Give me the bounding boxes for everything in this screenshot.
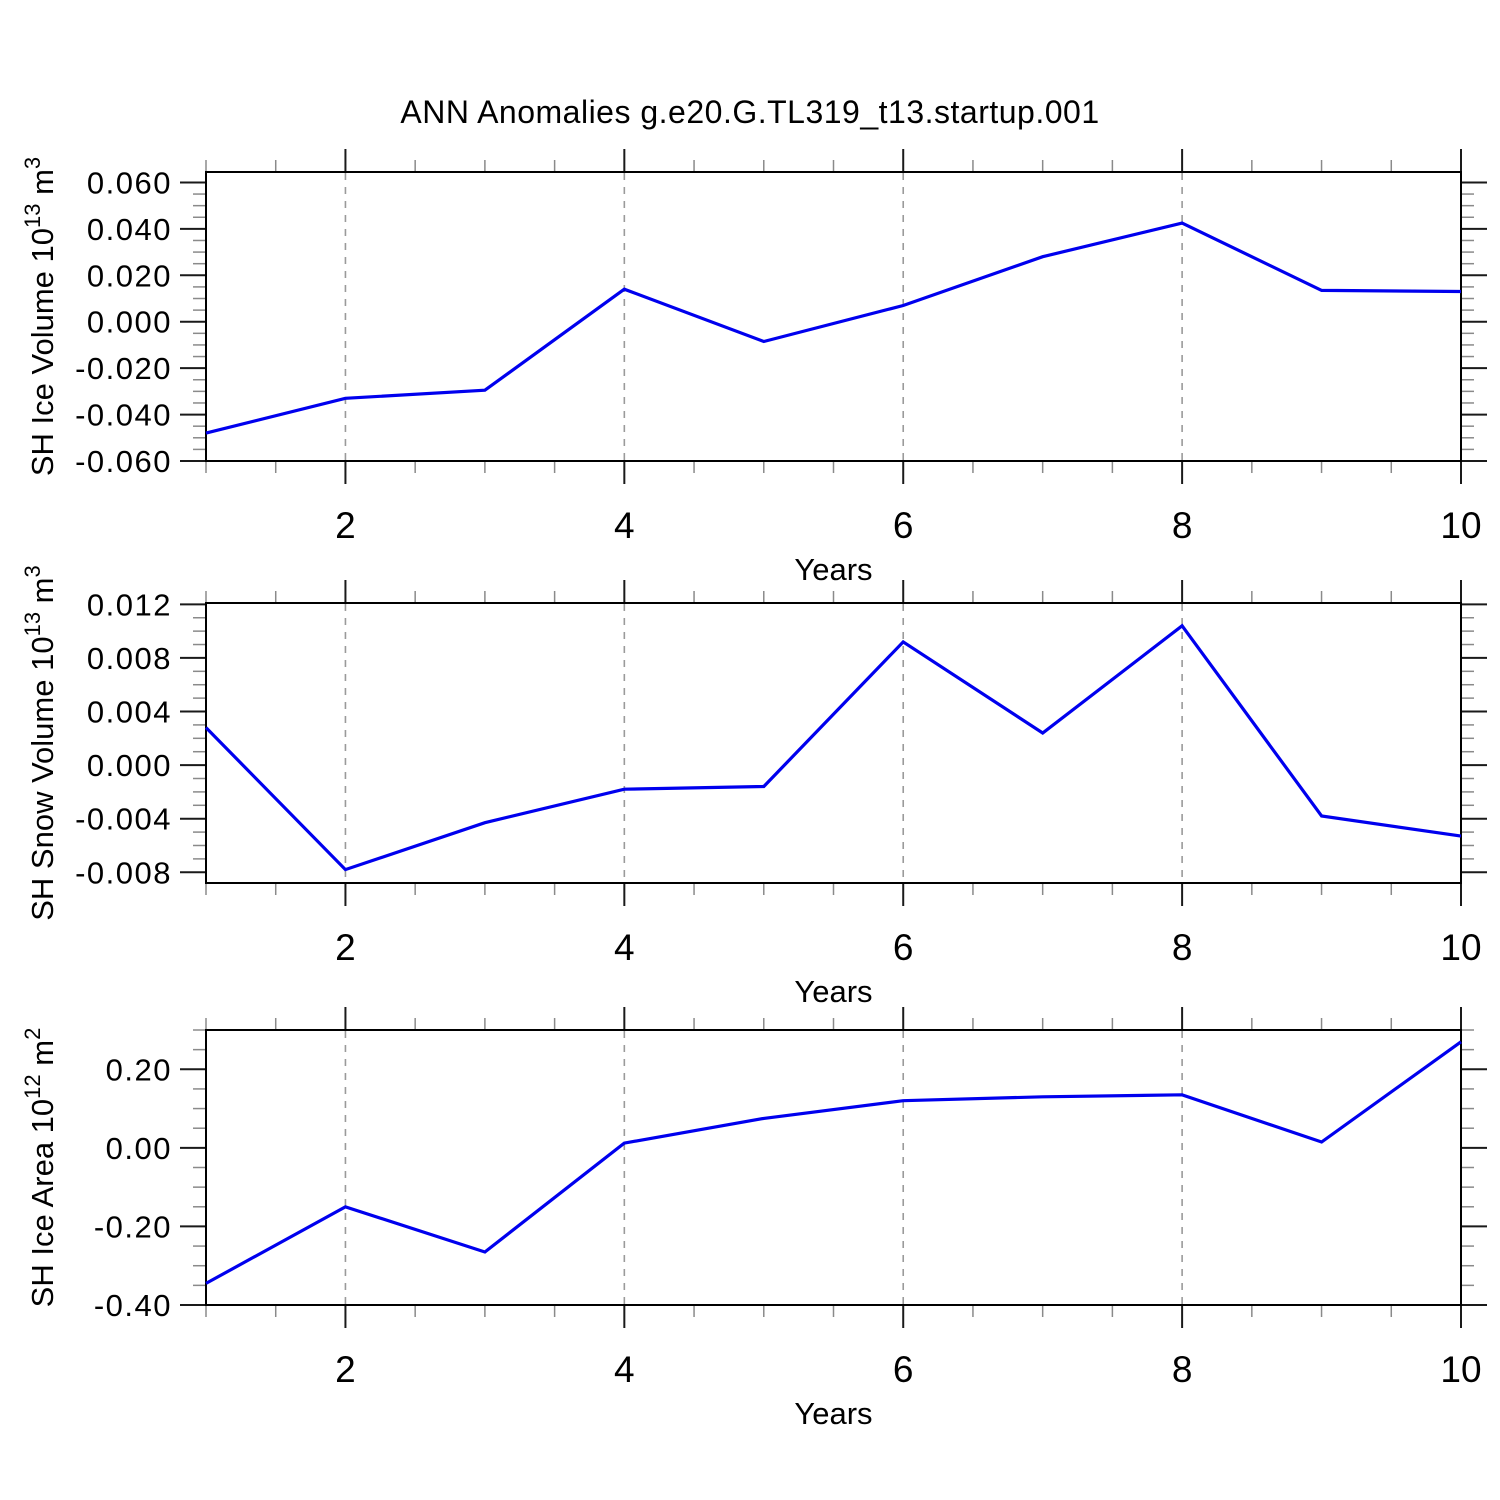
x-tick-label: 6	[893, 505, 914, 546]
x-tick-label: 6	[893, 1349, 914, 1390]
y-tick-label: -0.040	[75, 398, 172, 433]
panel-1: 0.060 0.040 0.020 0.000 -0.020 -0.040 -0.060 2 4…	[20, 149, 1487, 587]
x-tick-label: 6	[893, 927, 914, 968]
x-tick-label: 8	[1172, 1349, 1193, 1390]
y-tick-label: 0.040	[87, 212, 172, 247]
x-tick-label: 4	[614, 505, 635, 546]
x-tick-label: 8	[1172, 927, 1193, 968]
plot-frame	[205, 602, 1462, 884]
x-tick-label: 2	[335, 1349, 356, 1390]
y-tick-label: -0.20	[94, 1209, 172, 1244]
x-tick-label: 10	[1440, 505, 1481, 546]
x-axis-title: Years	[794, 552, 872, 587]
y-tick-label: -0.40	[94, 1288, 172, 1323]
x-tick-label: 10	[1440, 1349, 1481, 1390]
y-axis-title: SH Ice Volume 1013 m3	[20, 157, 60, 476]
series-line	[205, 1040, 1462, 1285]
series-line	[205, 221, 1462, 435]
y-tick-label: -0.008	[75, 855, 172, 890]
x-tick-label: 4	[614, 1349, 635, 1390]
y-tick-label: 0.012	[87, 587, 172, 622]
panel-2: 0.012 0.008 0.004 0.000 -0.004 -0.008 2 4 6 8 10 Ye…	[20, 565, 1487, 1009]
chart-title: ANN Anomalies g.e20.G.TL319_t13.startup.…	[400, 94, 1100, 130]
y-tick-label: 0.060	[87, 165, 172, 200]
plot-frame	[205, 1029, 1462, 1306]
y-tick-label: 0.008	[87, 641, 172, 676]
y-tick-label: 0.000	[87, 305, 172, 340]
x-tick-label: 10	[1440, 927, 1481, 968]
x-tick-label: 4	[614, 927, 635, 968]
y-axis-title: SH Snow Volume 1013 m3	[20, 565, 60, 921]
y-axis-title: SH Ice Area 1012 m2	[20, 1028, 60, 1308]
y-tick-label: -0.004	[75, 802, 172, 837]
panel-3: 0.20 0.00 -0.20 -0.40 2 4 6 8 10 Years SH Ice Area…	[20, 1007, 1487, 1431]
x-axis-title: Years	[794, 974, 872, 1009]
y-tick-label: 0.020	[87, 258, 172, 293]
series-line	[204, 623, 1462, 872]
y-tick-label: 0.000	[87, 748, 172, 783]
y-tick-label: 0.20	[106, 1052, 172, 1087]
x-tick-label: 2	[335, 505, 356, 546]
x-tick-label: 8	[1172, 505, 1193, 546]
y-tick-label: -0.060	[75, 444, 172, 479]
y-tick-label: 0.00	[106, 1131, 172, 1166]
y-tick-label: 0.004	[87, 695, 172, 730]
y-tick-label: -0.020	[75, 351, 172, 386]
plot-frame	[205, 171, 1462, 462]
x-tick-label: 2	[335, 927, 356, 968]
x-axis-title: Years	[794, 1396, 872, 1431]
